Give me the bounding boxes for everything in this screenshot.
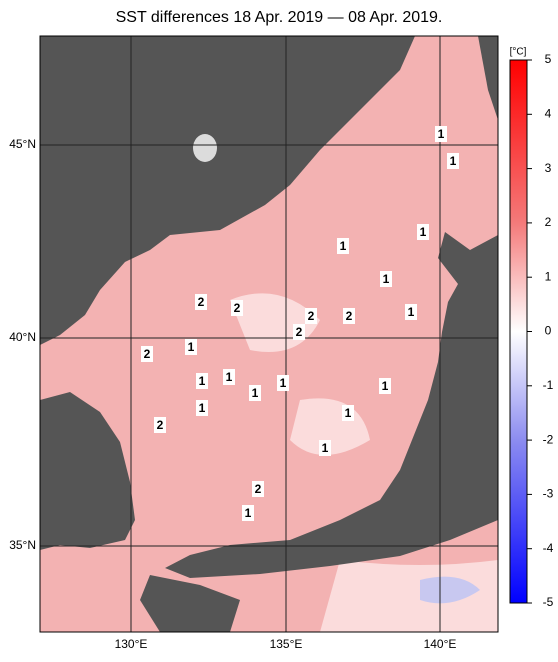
contour-label: 2 (198, 295, 205, 309)
contour-label: 1 (252, 386, 259, 400)
lon-label: 130°E (115, 637, 148, 651)
contour-label: 1 (245, 506, 252, 520)
contour-label-box (343, 308, 355, 324)
contour-label-box (196, 373, 208, 389)
contour-label-box (195, 294, 207, 310)
contour-label: 1 (340, 239, 347, 253)
colorbar-tick-label: -4 (543, 541, 554, 555)
colorbar-tick-label: -3 (543, 487, 554, 501)
contour-label-box (293, 324, 305, 340)
contour-label-box (380, 271, 392, 287)
contour-label: 1 (188, 340, 195, 354)
contour-label: 1 (383, 272, 390, 286)
lat-label: 40°N (9, 330, 36, 344)
contour-label: 1 (322, 441, 329, 455)
colorbar-ticks: 5 4 3 2 1 0 -1 -2 -3 -4 -5 (527, 52, 554, 609)
contour-label: 1 (438, 127, 445, 141)
contour-label-box (417, 224, 429, 240)
colorbar-tick-label: -1 (543, 378, 554, 392)
colorbar-unit: [°C] (510, 47, 527, 58)
contour-label: 2 (255, 482, 262, 496)
colorbar-tick-label: 5 (545, 52, 552, 66)
colorbar-tick-label: -5 (543, 595, 554, 609)
colorbar (509, 59, 528, 604)
lon-label: 135°E (270, 637, 303, 651)
contour-label: 1 (280, 376, 287, 390)
colorbar-tick-label: 1 (545, 269, 552, 283)
sea-pattern (420, 576, 480, 604)
contour-label: 1 (408, 305, 415, 319)
contour-label-box (242, 505, 254, 521)
land (165, 232, 498, 578)
lat-label: 45°N (9, 137, 36, 151)
contour-label: 1 (199, 374, 206, 388)
contour-label: 2 (234, 301, 241, 315)
contour-label-box (249, 385, 261, 401)
contour-label-box (319, 440, 331, 456)
contour-label: 1 (199, 401, 206, 415)
contour-label-box (342, 405, 354, 421)
contour-label-box (252, 481, 264, 497)
contour-label-box (154, 417, 166, 433)
map-frame (39, 35, 499, 633)
contour-label: 1 (450, 154, 457, 168)
land (140, 575, 240, 632)
contour-label: 1 (382, 379, 389, 393)
contour-label: 2 (296, 325, 303, 339)
map-title: SST differences 18 Apr. 2019 — 08 Apr. 2… (116, 9, 443, 26)
contour-label: 1 (345, 406, 352, 420)
colorbar-tick-label: 0 (545, 324, 552, 338)
contour-label-box (185, 339, 197, 355)
land (40, 392, 135, 550)
contour-label-box (223, 369, 235, 385)
sea-pattern (230, 293, 498, 632)
contour-label-box (196, 400, 208, 416)
contour-label: 2 (346, 309, 353, 323)
lat-label: 35°N (9, 538, 36, 552)
contour-label-box (379, 378, 391, 394)
colorbar-tick-label: 4 (545, 106, 552, 120)
lon-label: 140°E (424, 637, 457, 651)
contour-label: 1 (226, 370, 233, 384)
contour-label-box (435, 126, 447, 142)
land (478, 36, 498, 120)
contour-label: 2 (308, 309, 315, 323)
contour-label-box (305, 308, 317, 324)
contour-label: 2 (157, 418, 164, 432)
contour-label-box (337, 238, 349, 254)
colorbar-tick-label: 3 (545, 161, 552, 175)
contour-label-box (447, 153, 459, 169)
contour-label-box (405, 304, 417, 320)
contour-label-box (231, 300, 243, 316)
colorbar-tick-label: 2 (545, 215, 552, 229)
contour-label: 1 (420, 225, 427, 239)
contour-label-box (277, 375, 289, 391)
land (40, 36, 415, 345)
contour-label-box (141, 346, 153, 362)
contour-label: 2 (144, 347, 151, 361)
lake (193, 134, 217, 162)
colorbar-tick-label: -2 (543, 432, 554, 446)
